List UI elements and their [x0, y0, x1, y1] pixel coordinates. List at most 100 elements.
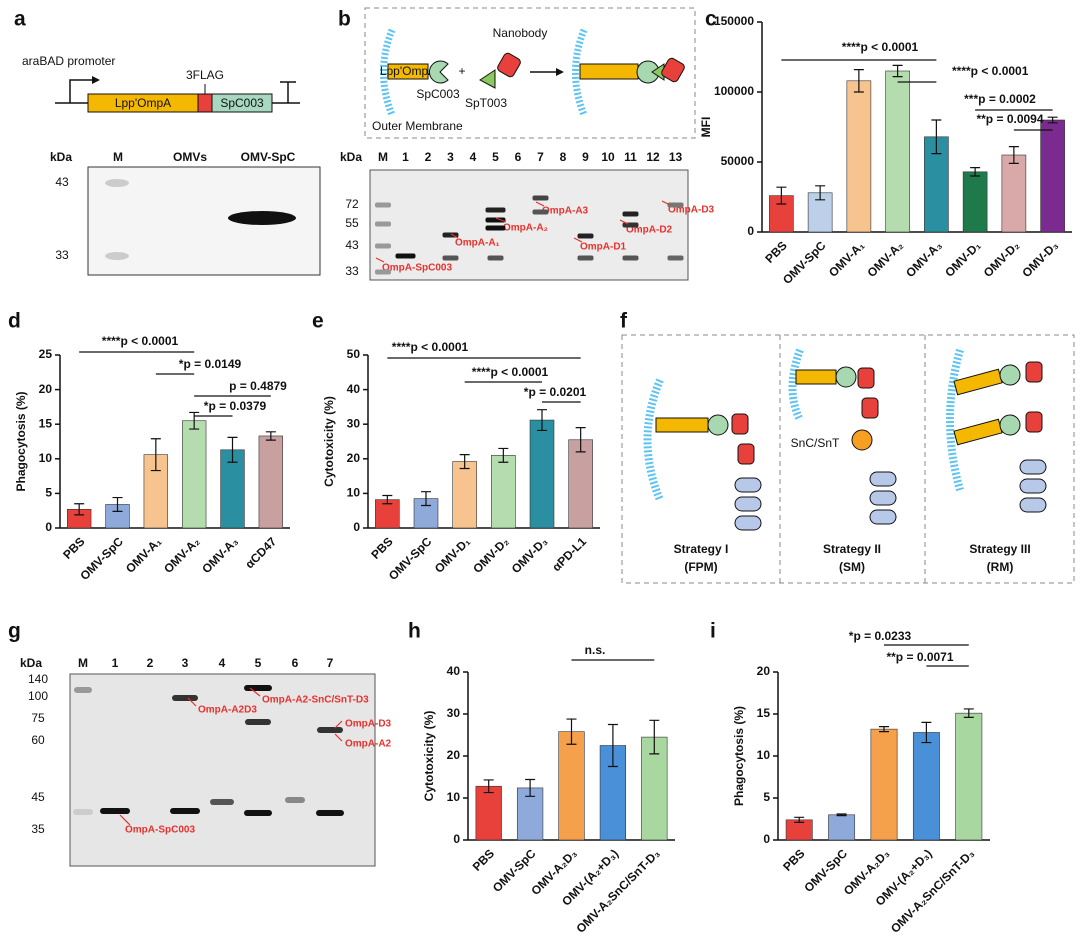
error-bar — [459, 454, 470, 470]
y-tick-label: 150000 — [714, 14, 754, 28]
band — [485, 207, 506, 213]
lane-label: 3 — [182, 656, 189, 670]
promoter-label: araBAD promoter — [22, 54, 115, 68]
lane-label: 8 — [560, 150, 567, 164]
lane-label: OMV-SpC — [241, 150, 296, 164]
marker-band — [105, 252, 129, 260]
band — [74, 687, 92, 693]
arrow — [450, 233, 459, 239]
error-bar — [498, 447, 509, 463]
membrane — [643, 378, 664, 502]
error-bar — [525, 778, 536, 797]
y-tick-label: 15 — [39, 416, 53, 430]
band-label: OmpA-A3 — [542, 206, 589, 217]
band — [244, 810, 272, 816]
membrane — [572, 28, 588, 117]
bar — [475, 785, 502, 841]
band — [532, 195, 549, 201]
y-tick-label: 50 — [347, 347, 361, 361]
band — [577, 233, 594, 239]
spt-label: SpT003 — [465, 96, 507, 110]
arrow — [375, 257, 385, 263]
bar — [828, 814, 856, 841]
arrow — [619, 219, 629, 225]
error-bar — [227, 436, 238, 463]
band — [245, 719, 271, 725]
bar — [912, 732, 940, 841]
frame — [621, 334, 1075, 584]
error-bar — [649, 719, 660, 755]
panel-label: f — [620, 310, 628, 333]
annotation: p = 0.4879 — [229, 379, 287, 393]
error-bar — [892, 64, 903, 78]
lane-label: 7 — [537, 150, 544, 164]
bar — [529, 419, 555, 529]
nanobody — [497, 52, 521, 78]
lane-label: M — [378, 150, 388, 164]
bar — [1001, 154, 1027, 233]
error-bar — [566, 718, 577, 745]
y-tick-label: 10 — [39, 451, 53, 465]
annotation: *p = 0.0379 — [204, 399, 267, 413]
band-label: OmpA-SpC003 — [382, 263, 452, 274]
domain — [734, 477, 762, 493]
nanobody — [857, 367, 875, 389]
lane-label: 3 — [447, 150, 454, 164]
construct: araBAD promoter Lpp'OmpA 3FLAG SpC003 — [22, 54, 300, 113]
x-tick-label: OMV-A₃ — [199, 534, 241, 576]
strategy-name: Strategy III — [969, 542, 1030, 556]
y-tick-label: 100000 — [714, 84, 754, 98]
x-tick-label: OMV-A₁ — [826, 238, 867, 279]
y-tick-label: 50000 — [721, 154, 755, 168]
marker-label: 100 — [28, 689, 48, 703]
band — [487, 255, 504, 261]
panel-label: e — [312, 310, 324, 333]
nanobody — [1025, 361, 1043, 383]
promoter-arrow — [69, 79, 92, 103]
gene-label: Lpp'OmpA — [115, 96, 171, 110]
bar — [181, 420, 207, 529]
band — [244, 685, 272, 691]
annotation: ****p < 0.0001 — [392, 340, 469, 354]
domain — [1019, 497, 1047, 513]
strategy-abbr: (FPM) — [684, 560, 717, 574]
band — [375, 221, 391, 227]
band — [170, 808, 200, 814]
error-bar — [382, 494, 393, 505]
gene-label: SpC003 — [220, 96, 264, 110]
band — [317, 727, 343, 733]
error-bar — [963, 708, 974, 718]
band — [667, 255, 684, 261]
fusion — [953, 368, 1003, 396]
panel-label: a — [14, 8, 26, 31]
y-tick-label: 0 — [353, 520, 360, 534]
lane-label: M — [113, 150, 123, 164]
terminator — [280, 81, 296, 103]
error-bar — [607, 723, 618, 768]
membrane — [946, 348, 964, 492]
nanobody — [737, 443, 755, 465]
nanobody — [661, 57, 685, 83]
y-tick-label: 0 — [763, 832, 770, 846]
band — [667, 202, 684, 208]
x-tick-label: OMV-SpC — [386, 534, 435, 583]
x-tick-label: OMV-A₁ — [123, 534, 164, 575]
error-bar — [265, 431, 276, 441]
band — [228, 211, 296, 225]
panel-label: c — [705, 8, 717, 31]
x-tick-label: OMV-D₂ — [981, 238, 1022, 279]
arrow — [535, 201, 545, 207]
annotation: **p = 0.0071 — [886, 650, 953, 664]
arrow — [334, 720, 343, 729]
bar — [962, 171, 988, 233]
error-bar — [1008, 146, 1019, 164]
lane-label: 1 — [402, 150, 409, 164]
x-tick-label: OMV-A₂ — [161, 534, 202, 575]
error-bar — [74, 503, 85, 516]
arrow — [187, 697, 197, 707]
bar — [568, 439, 593, 529]
lane-label: 12 — [646, 150, 660, 164]
bar — [258, 435, 284, 529]
band-label: OmpA-D2 — [626, 225, 673, 236]
